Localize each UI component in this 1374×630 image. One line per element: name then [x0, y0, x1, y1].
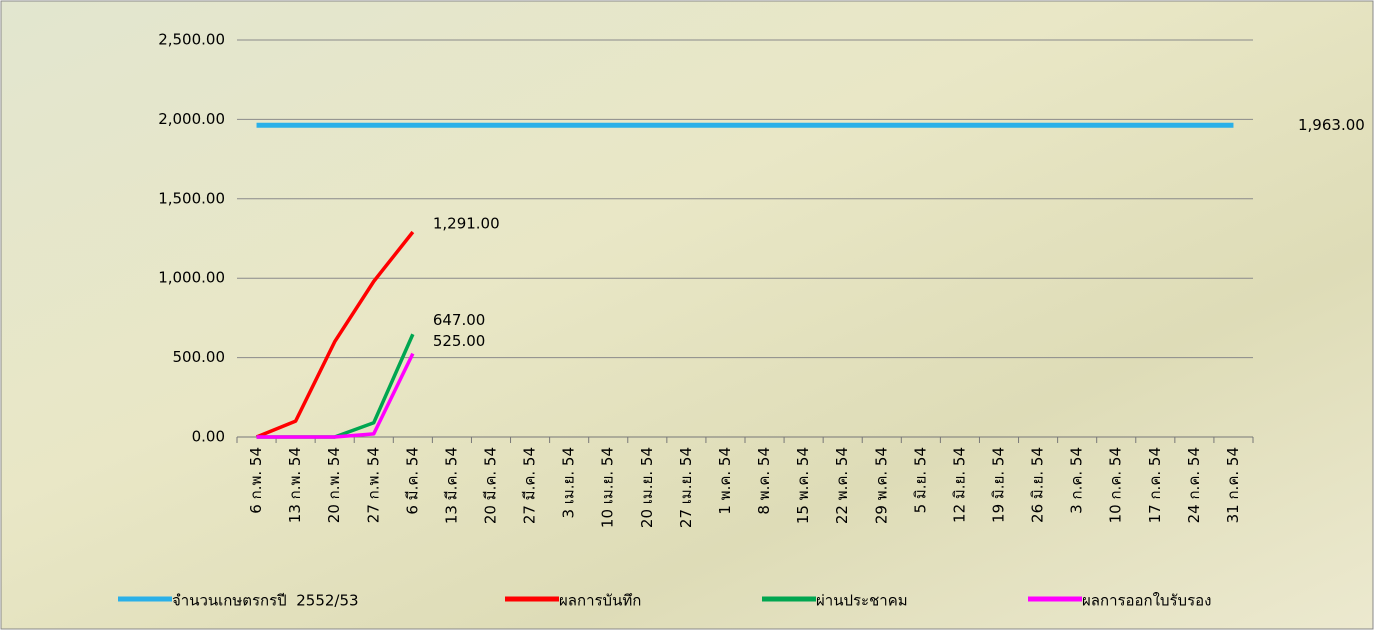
- x-tick-label: 10 เม.ย. 54: [599, 447, 617, 528]
- data-label: 1,291.00: [433, 214, 500, 232]
- legend-label: ผลการออกใบรับรอง: [1082, 592, 1211, 610]
- x-tick-label: 13 มี.ค. 54: [442, 447, 460, 524]
- x-tick-label: 6 มี.ค. 54: [403, 447, 421, 515]
- x-tick-label: 26 มิ.ย. 54: [1029, 447, 1047, 523]
- y-tick-label: 500.00: [173, 348, 226, 366]
- x-tick-label: 3 ก.ค. 54: [1068, 447, 1086, 514]
- x-tick-label: 19 มิ.ย. 54: [990, 447, 1008, 523]
- x-tick-label: 15 พ.ค. 54: [794, 447, 812, 524]
- x-tick-label: 3 เม.ย. 54: [560, 447, 578, 519]
- x-tick-label: 13 ก.พ. 54: [286, 447, 304, 523]
- line: [255, 230, 415, 439]
- legend-label: ผลการบันทึก: [559, 592, 641, 610]
- x-tick-label: 20 เม.ย. 54: [638, 447, 656, 528]
- x-tick-label: 20 ก.พ. 54: [325, 447, 343, 523]
- y-tick-label: 2,000.00: [158, 110, 225, 128]
- x-tick-label: 10 ก.ค. 54: [1107, 447, 1125, 523]
- data-label: 647.00: [433, 311, 486, 329]
- x-tick-label: 1 พ.ค. 54: [716, 447, 734, 515]
- x-tick-label: 24 ก.ค. 54: [1185, 447, 1203, 523]
- y-tick-label: 2,500.00: [158, 31, 225, 49]
- x-tick-label: 17 ก.ค. 54: [1146, 447, 1164, 523]
- x-tick-label: 6 ก.พ. 54: [247, 447, 265, 514]
- y-tick-label: 1,000.00: [158, 269, 225, 287]
- legend-label: ผ่านประชาคม: [816, 592, 908, 610]
- x-tick-label: 27 เม.ย. 54: [677, 447, 695, 528]
- x-tick-label: 27 ก.พ. 54: [364, 447, 382, 523]
- x-tick-label: 27 มี.ค. 54: [521, 447, 539, 524]
- x-tick-label: 22 พ.ค. 54: [833, 447, 851, 524]
- x-tick-label: 31 ก.ค. 54: [1224, 447, 1242, 523]
- legend-label: จำนวนเกษตรกรปี 2552/53: [172, 592, 359, 610]
- y-tick-label: 1,500.00: [158, 189, 225, 207]
- x-tick-label: 29 พ.ค. 54: [872, 447, 890, 524]
- data-label: 1,963.00: [1298, 116, 1365, 134]
- x-tick-label: 5 มิ.ย. 54: [911, 447, 929, 513]
- line: [256, 352, 415, 439]
- x-tick-label: 8 พ.ค. 54: [755, 447, 773, 515]
- x-tick-label: 20 มี.ค. 54: [482, 447, 500, 524]
- data-label: 525.00: [433, 332, 486, 350]
- x-tick-label: 12 มิ.ย. 54: [950, 447, 968, 523]
- y-tick-label: 0.00: [192, 428, 225, 446]
